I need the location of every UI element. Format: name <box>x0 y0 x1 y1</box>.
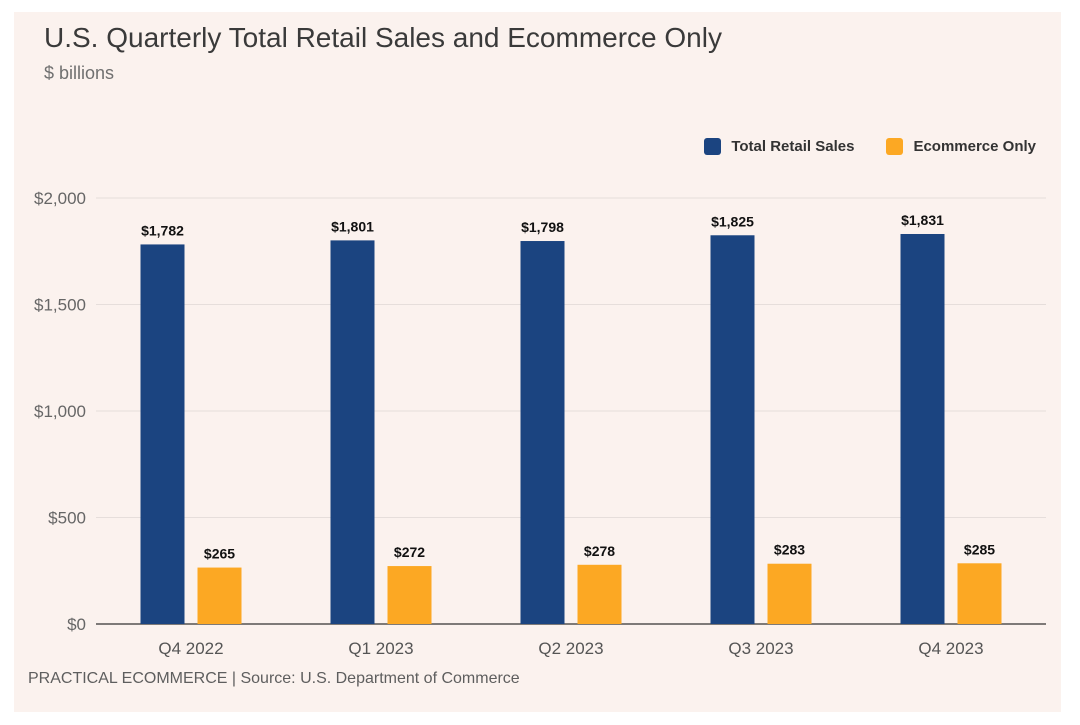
bar-ecommerce-only <box>197 567 242 624</box>
data-label-ecommerce-only: $265 <box>204 546 235 562</box>
data-label-ecommerce-only: $272 <box>394 544 425 560</box>
y-tick-label: $2,000 <box>34 189 86 208</box>
x-tick-label: Q1 2023 <box>348 639 413 658</box>
data-label-total-retail-sales: $1,831 <box>901 212 944 228</box>
legend-label-ecommerce-only: Ecommerce Only <box>913 138 1036 155</box>
legend-label-total-retail-sales: Total Retail Sales <box>731 138 855 155</box>
data-label-total-retail-sales: $1,782 <box>141 222 184 238</box>
y-tick-label: $500 <box>48 509 86 528</box>
y-tick-label: $1,500 <box>34 296 86 315</box>
x-tick-label: Q4 2022 <box>158 639 223 658</box>
bar-total-retail-sales <box>520 241 565 624</box>
bar-ecommerce-only <box>577 564 622 624</box>
data-label-total-retail-sales: $1,825 <box>711 213 754 229</box>
data-label-total-retail-sales: $1,798 <box>521 219 564 235</box>
bar-ecommerce-only <box>957 563 1002 624</box>
x-tick-label: Q4 2023 <box>918 639 983 658</box>
x-tick-label: Q3 2023 <box>728 639 793 658</box>
chart-subtitle: $ billions <box>44 63 115 83</box>
source-note: PRACTICAL ECOMMERCE | Source: U.S. Depar… <box>28 670 520 687</box>
y-tick-label: $1,000 <box>34 402 86 421</box>
data-label-ecommerce-only: $278 <box>584 543 615 559</box>
chart-title: U.S. Quarterly Total Retail Sales and Ec… <box>44 22 722 53</box>
data-label-ecommerce-only: $283 <box>774 542 805 558</box>
y-tick-label: $0 <box>67 615 86 634</box>
legend-item-total-retail-sales: Total Retail Sales <box>704 138 854 155</box>
bar-total-retail-sales <box>330 240 375 624</box>
bar-total-retail-sales <box>140 244 185 624</box>
legend: Total Retail Sales Ecommerce Only <box>704 138 1036 155</box>
legend-swatch-ecommerce-only <box>886 138 904 155</box>
bar-total-retail-sales <box>900 233 945 624</box>
bar-ecommerce-only <box>387 566 432 624</box>
bar-ecommerce-only <box>767 563 812 624</box>
legend-swatch-total-retail-sales <box>704 138 722 155</box>
legend-item-ecommerce-only: Ecommerce Only <box>886 138 1036 155</box>
data-label-total-retail-sales: $1,801 <box>331 218 374 234</box>
x-tick-label: Q2 2023 <box>538 639 603 658</box>
bar-total-retail-sales <box>710 235 755 624</box>
data-label-ecommerce-only: $285 <box>964 541 995 557</box>
